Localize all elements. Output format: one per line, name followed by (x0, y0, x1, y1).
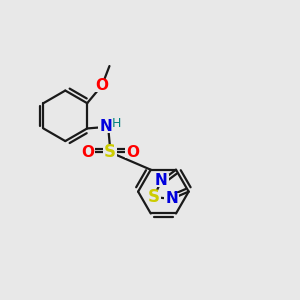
FancyBboxPatch shape (94, 79, 110, 92)
Text: H: H (112, 118, 122, 130)
Text: N: N (155, 173, 168, 188)
Text: N: N (165, 191, 178, 206)
Text: O: O (126, 145, 139, 160)
Text: O: O (95, 78, 109, 93)
FancyBboxPatch shape (98, 121, 113, 133)
FancyBboxPatch shape (103, 146, 118, 158)
Text: N: N (99, 119, 112, 134)
FancyBboxPatch shape (146, 191, 161, 203)
FancyBboxPatch shape (80, 146, 95, 158)
Text: O: O (81, 145, 94, 160)
FancyBboxPatch shape (154, 175, 169, 187)
FancyBboxPatch shape (125, 146, 140, 158)
FancyBboxPatch shape (110, 118, 124, 130)
Text: S: S (104, 143, 116, 161)
FancyBboxPatch shape (164, 193, 179, 205)
Text: S: S (148, 188, 160, 206)
